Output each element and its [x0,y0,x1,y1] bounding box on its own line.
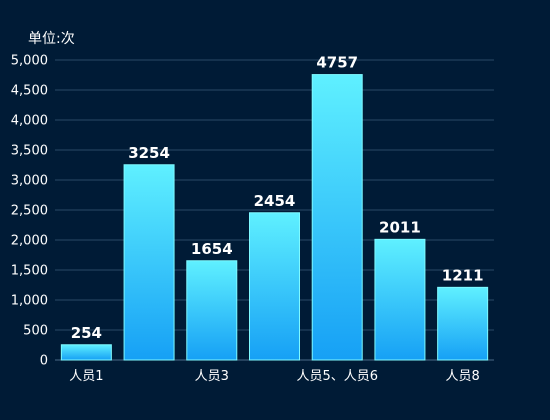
y-tick-label: 5,000 [11,54,48,69]
y-tick-label: 4,500 [11,84,48,99]
x-tick-label: 人员3 [195,369,229,384]
x-tick-label: 人员5、人员6 [296,369,378,384]
y-tick-label: 500 [23,324,48,339]
bars [60,74,489,361]
bar-value-label: 3254 [128,144,170,162]
value-labels: 254 3254 1654 2454 4757 2011 1211 [71,54,484,342]
bar-value-label: 1211 [442,266,484,284]
bar-value-label: 1654 [191,240,233,258]
y-tick-label: 0 [40,354,48,369]
bar [311,74,363,361]
bar [249,212,300,361]
y-axis-ticks: 0 500 1,000 1,500 2,000 2,500 3,000 3,500 4,000 4… [11,54,48,369]
bar [123,164,175,361]
y-tick-label: 1,500 [11,264,48,279]
bar [374,238,426,361]
y-tick-label: 3,500 [11,144,48,159]
bar-value-label: 254 [71,324,102,342]
y-tick-label: 2,000 [11,234,48,249]
bar-value-label: 2454 [254,192,296,210]
bar-value-label: 4757 [316,54,358,72]
bar [437,286,489,361]
y-tick-label: 4,000 [11,114,48,129]
x-tick-label: 人员8 [446,369,480,384]
bar-value-label: 2011 [379,218,421,236]
y-tick-label: 1,000 [11,294,48,309]
y-tick-label: 3,000 [11,174,48,189]
x-axis-ticks: 人员1 人员3 人员5、人员6 人员8 [69,369,480,384]
y-axis-unit-label: 单位:次 [28,31,75,47]
bar [186,260,238,361]
bar [60,344,112,361]
x-tick-label: 人员1 [69,369,103,384]
y-tick-label: 2,500 [11,204,48,219]
